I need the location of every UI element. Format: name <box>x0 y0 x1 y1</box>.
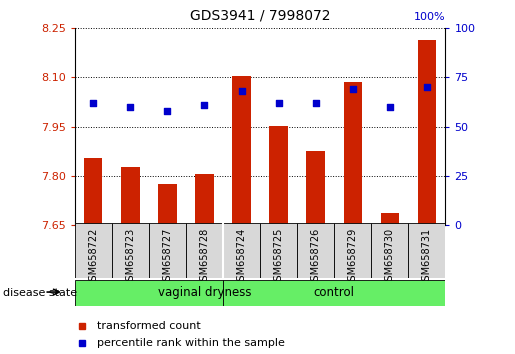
Point <box>237 88 246 94</box>
Bar <box>306 151 325 225</box>
Bar <box>381 213 399 225</box>
Bar <box>186 223 223 278</box>
Bar <box>195 174 214 225</box>
Bar <box>344 82 362 225</box>
Point <box>423 84 431 90</box>
Text: percentile rank within the sample: percentile rank within the sample <box>97 338 285 348</box>
Point <box>163 108 171 114</box>
Point <box>126 104 134 110</box>
Bar <box>371 223 408 278</box>
Text: control: control <box>314 286 355 299</box>
Text: transformed count: transformed count <box>97 321 201 331</box>
Bar <box>418 40 436 225</box>
Text: GSM658725: GSM658725 <box>273 227 284 287</box>
Bar <box>149 223 186 278</box>
Bar <box>223 223 260 278</box>
Point <box>349 86 357 92</box>
Bar <box>84 158 102 225</box>
Point <box>89 100 97 106</box>
Text: vaginal dryness: vaginal dryness <box>158 286 251 299</box>
Bar <box>121 167 140 225</box>
Text: GSM658728: GSM658728 <box>199 227 210 287</box>
Text: GSM658724: GSM658724 <box>236 227 247 287</box>
Title: GDS3941 / 7998072: GDS3941 / 7998072 <box>190 9 330 23</box>
Text: GSM658727: GSM658727 <box>162 227 173 287</box>
Text: GSM658723: GSM658723 <box>125 227 135 287</box>
Text: GSM658729: GSM658729 <box>348 227 358 287</box>
Bar <box>232 76 251 225</box>
Bar <box>297 223 334 278</box>
Bar <box>334 223 371 278</box>
Point <box>386 104 394 110</box>
Text: GSM658722: GSM658722 <box>88 227 98 287</box>
Bar <box>260 223 297 278</box>
Point <box>274 100 283 106</box>
Bar <box>223 280 445 306</box>
Bar <box>269 126 288 225</box>
Bar <box>75 223 112 278</box>
Bar <box>408 223 445 278</box>
Text: GSM658726: GSM658726 <box>311 227 321 287</box>
Bar <box>158 184 177 225</box>
Text: GSM658731: GSM658731 <box>422 227 432 286</box>
Bar <box>112 223 149 278</box>
Bar <box>75 280 223 306</box>
Text: 100%: 100% <box>414 12 445 22</box>
Text: disease state: disease state <box>3 288 77 298</box>
Point <box>200 102 209 108</box>
Text: GSM658730: GSM658730 <box>385 227 395 286</box>
Point <box>312 100 320 106</box>
